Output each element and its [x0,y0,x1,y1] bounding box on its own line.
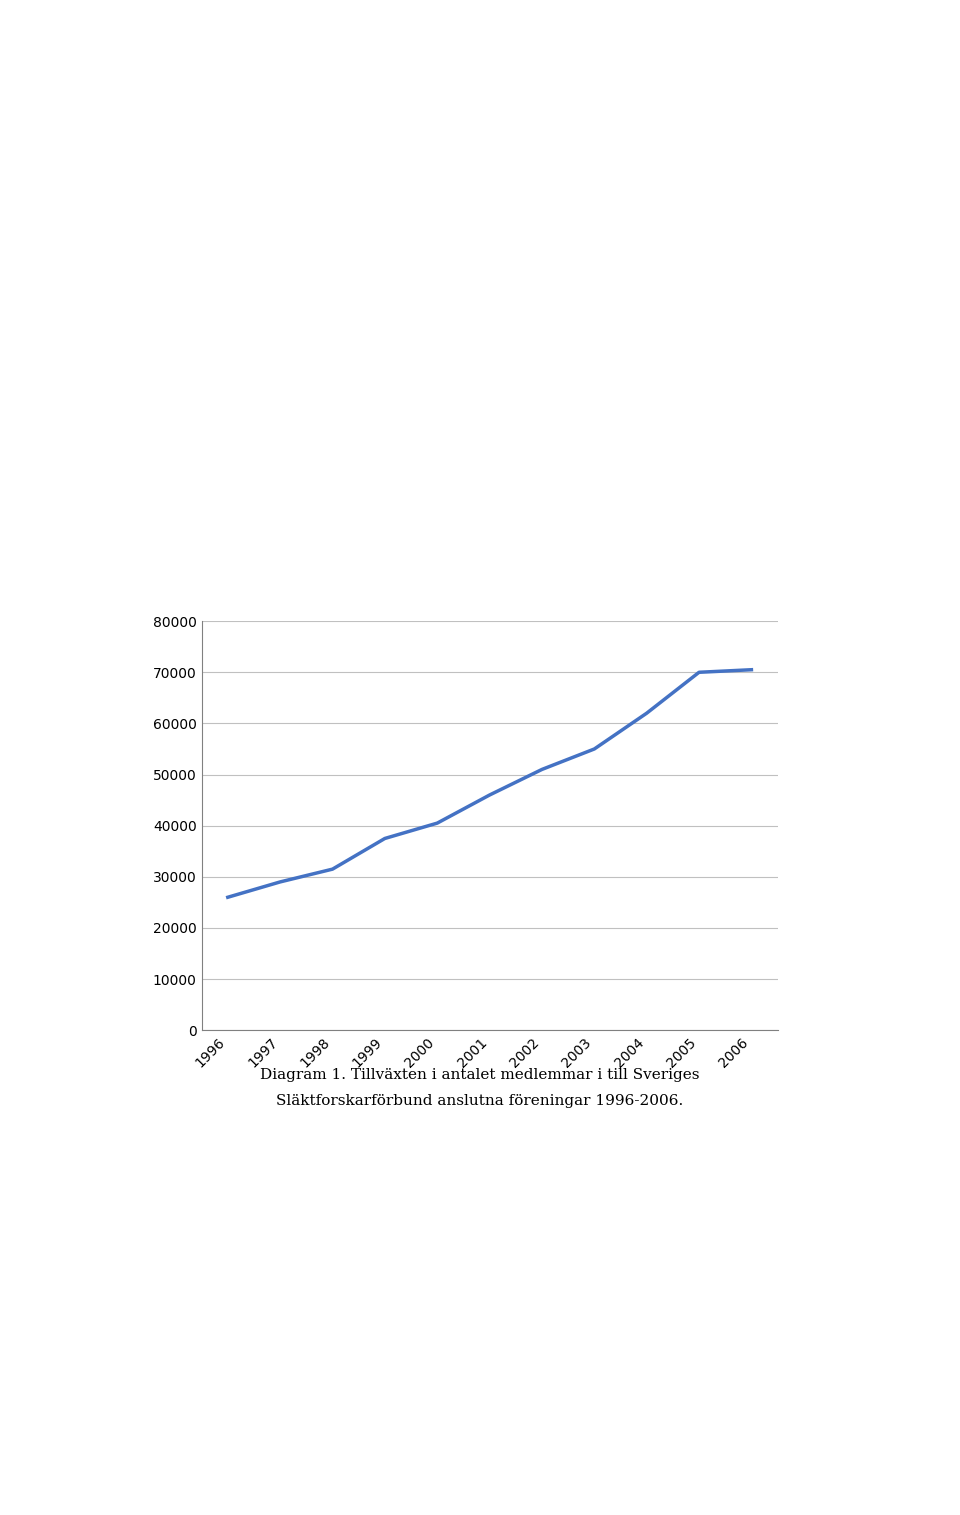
Text: Släktforskarförbund anslutna föreningar 1996-2006.: Släktforskarförbund anslutna föreningar … [276,1094,684,1107]
Text: Diagram 1. Tillväxten i antalet medlemmar i till Sveriges: Diagram 1. Tillväxten i antalet medlemma… [260,1068,700,1082]
